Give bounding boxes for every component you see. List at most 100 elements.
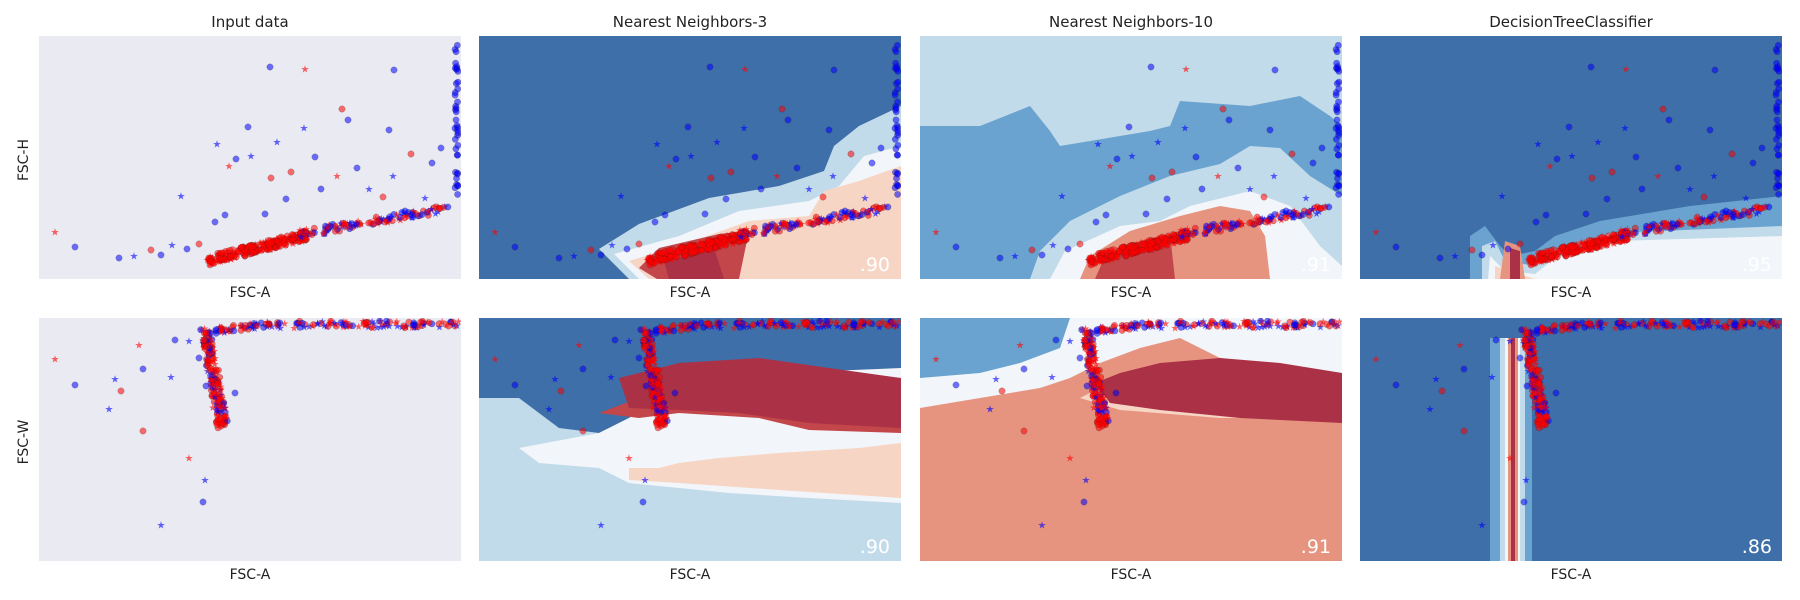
data-point: ★: [1094, 256, 1103, 267]
data-point: ★: [1183, 233, 1192, 244]
data-point: [1084, 343, 1091, 351]
data-point: ★: [1095, 257, 1104, 268]
data-point: ★: [932, 355, 941, 366]
data-point: [453, 41, 461, 49]
data-point: [1681, 320, 1689, 328]
data-point: ★: [1102, 404, 1111, 415]
data-point: ★: [794, 322, 803, 333]
data-point: ★: [386, 212, 395, 223]
data-point: [212, 326, 220, 334]
data-point: ★: [1049, 241, 1058, 252]
data-point: ★: [221, 411, 230, 422]
data-point: [1157, 319, 1165, 327]
data-point: ★: [1180, 236, 1189, 247]
data-point: [568, 564, 574, 570]
data-point: ★: [1634, 318, 1643, 329]
data-point: ★: [651, 392, 660, 403]
data-point: ★: [1179, 237, 1188, 248]
data-point: [1289, 211, 1297, 219]
data-point: ★: [1538, 416, 1547, 427]
data-point: ★: [157, 521, 166, 532]
data-point: [265, 236, 273, 244]
data-point: ★: [220, 411, 229, 422]
data-point: [1335, 98, 1342, 106]
data-point: ★: [848, 323, 857, 334]
data-point: ★: [373, 323, 382, 334]
data-point: ★: [656, 324, 665, 335]
data-point: ★: [296, 226, 305, 237]
data-point: ★: [1539, 393, 1548, 404]
data-point: ★: [1706, 215, 1715, 226]
data-point: [579, 427, 587, 435]
data-point: ★: [305, 322, 314, 333]
data-point: ★: [687, 152, 696, 163]
data-point: ★: [216, 384, 225, 395]
data-point: ★: [350, 221, 359, 232]
data-point: ★: [1101, 328, 1110, 339]
data-point: ★: [1713, 210, 1722, 221]
data-point: [1773, 145, 1781, 153]
data-point: ★: [653, 407, 662, 418]
data-point: [360, 320, 368, 328]
data-point: [661, 412, 669, 420]
data-point: ★: [1267, 212, 1276, 223]
data-point: ★: [706, 237, 715, 248]
data-point: ★: [728, 238, 737, 249]
data-point: [1208, 318, 1216, 325]
data-point: ★: [932, 228, 941, 239]
data-point: ★: [248, 244, 257, 255]
data-point: [1532, 218, 1540, 226]
data-point: ★: [276, 235, 285, 246]
data-point: ★: [753, 319, 762, 330]
data-point: [1260, 193, 1268, 201]
data-point: [875, 320, 883, 328]
data-point: [212, 393, 220, 401]
data-point: ★: [666, 327, 675, 338]
data-point: ★: [655, 412, 664, 423]
data-point: ★: [645, 331, 654, 342]
data-point: ★: [1528, 382, 1537, 393]
score-nn3-fsc-w: .90: [860, 536, 890, 558]
data-point: ★: [1147, 237, 1156, 248]
data-point: [1775, 182, 1782, 190]
data-point: ★: [1162, 241, 1171, 252]
data-point: ★: [778, 221, 787, 232]
data-point: ★: [607, 373, 616, 384]
data-point: ★: [1153, 321, 1162, 332]
data-point: [1102, 211, 1110, 219]
data-point: ★: [220, 328, 229, 339]
data-point: [1198, 320, 1206, 327]
data-point: [1112, 389, 1120, 397]
data-point: ★: [742, 233, 751, 244]
data-point: ★: [1609, 238, 1618, 249]
data-point: [1775, 126, 1782, 134]
data-point: ★: [1537, 384, 1546, 395]
data-point: ★: [210, 388, 219, 399]
data-point: [374, 218, 382, 226]
data-point: [451, 135, 459, 143]
decision-region-5: [1510, 248, 1520, 279]
data-point: [1468, 246, 1476, 254]
data-point: [656, 373, 664, 381]
data-point: ★: [237, 246, 246, 257]
data-point: ★: [1451, 252, 1460, 263]
data-point: [1711, 66, 1719, 74]
data-point: [324, 322, 332, 330]
data-point: ★: [736, 226, 745, 237]
score-nn10-fsc-h: .91: [1301, 254, 1331, 276]
data-point: [639, 498, 647, 506]
data-point: ★: [219, 402, 228, 413]
data-point: ★: [779, 219, 788, 230]
data-point: ★: [266, 237, 275, 248]
data-point: ★: [421, 194, 430, 205]
data-point: [857, 318, 865, 326]
data-point: ★: [221, 249, 230, 260]
data-point: ★: [212, 403, 221, 414]
data-point: ★: [250, 324, 259, 335]
data-point: ★: [760, 321, 769, 332]
data-point: [1588, 174, 1596, 182]
data-point: ★: [185, 454, 194, 465]
data-point: ★: [1698, 214, 1707, 225]
data-point: ★: [1223, 317, 1232, 328]
